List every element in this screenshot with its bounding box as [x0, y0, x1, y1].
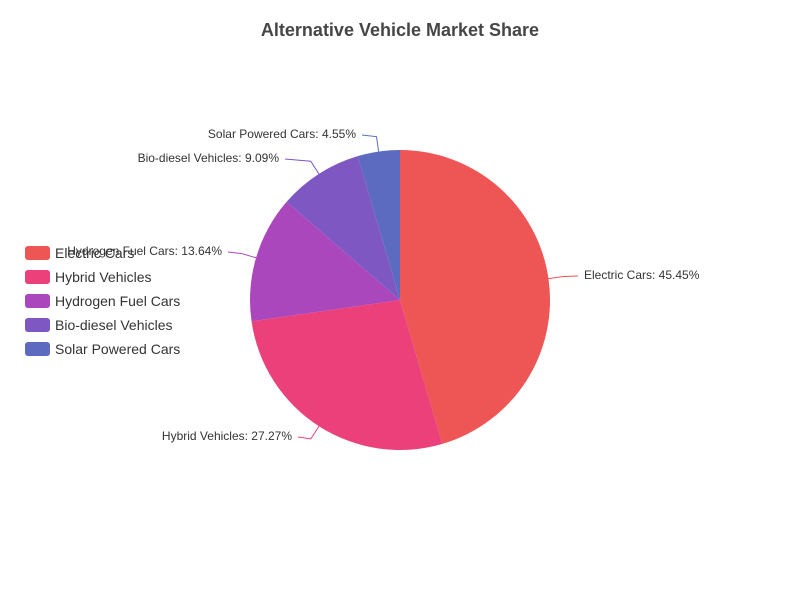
legend-item-hybrid-vehicles[interactable]: Hybrid Vehicles [25, 265, 180, 289]
data-label-electric-cars: Electric Cars: 45.45% [584, 268, 700, 282]
legend-item-solar-powered-cars[interactable]: Solar Powered Cars [25, 337, 180, 361]
legend-label: Solar Powered Cars [55, 341, 181, 357]
legend-label: Hydrogen Fuel Cars [55, 293, 181, 309]
leader-line-hybrid-vehicles [297, 425, 320, 440]
pie-slice-hydrogen-fuel-cars[interactable] [250, 201, 400, 322]
legend-swatch [25, 342, 50, 356]
legend-label: Electric Cars [55, 245, 135, 261]
legend-item-hydrogen-fuel-cars[interactable]: Hydrogen Fuel Cars [25, 289, 180, 313]
data-label-hydrogen-fuel-cars: Hydrogen Fuel Cars: 13.64% [67, 244, 222, 258]
legend-swatch [25, 270, 50, 284]
leader-line-solar-powered-cars [361, 134, 380, 152]
pie-slice-electric-cars[interactable] [400, 150, 551, 444]
leader-line-electric-cars [548, 275, 579, 280]
legend-item-bio-diesel-vehicles[interactable]: Bio-diesel Vehicles [25, 313, 180, 337]
pie-slice-bio-diesel-vehicles[interactable] [286, 156, 400, 300]
chart-title: Alternative Vehicle Market Share [260, 20, 540, 40]
legend-label: Hybrid Vehicles [55, 269, 152, 285]
leader-line-hydrogen-fuel-cars [227, 251, 257, 259]
legend-swatch [25, 246, 50, 260]
legend-label: Bio-diesel Vehicles [55, 317, 173, 333]
pie-slice-hybrid-vehicles[interactable] [251, 300, 443, 450]
leader-line-bio-diesel-vehicles [284, 158, 320, 175]
data-label-bio-diesel-vehicles: Bio-diesel Vehicles: 9.09% [138, 151, 280, 165]
legend-swatch [25, 318, 50, 332]
pie-slice-solar-powered-cars[interactable] [357, 150, 400, 300]
legend-item-electric-cars[interactable]: Electric Cars [25, 241, 180, 265]
data-label-solar-powered-cars: Solar Powered Cars: 4.55% [208, 127, 356, 141]
data-label-hybrid-vehicles: Hybrid Vehicles: 27.27% [162, 429, 292, 443]
legend: Electric Cars Hybrid Vehicles Hydrogen F… [25, 241, 180, 361]
legend-swatch [25, 294, 50, 308]
